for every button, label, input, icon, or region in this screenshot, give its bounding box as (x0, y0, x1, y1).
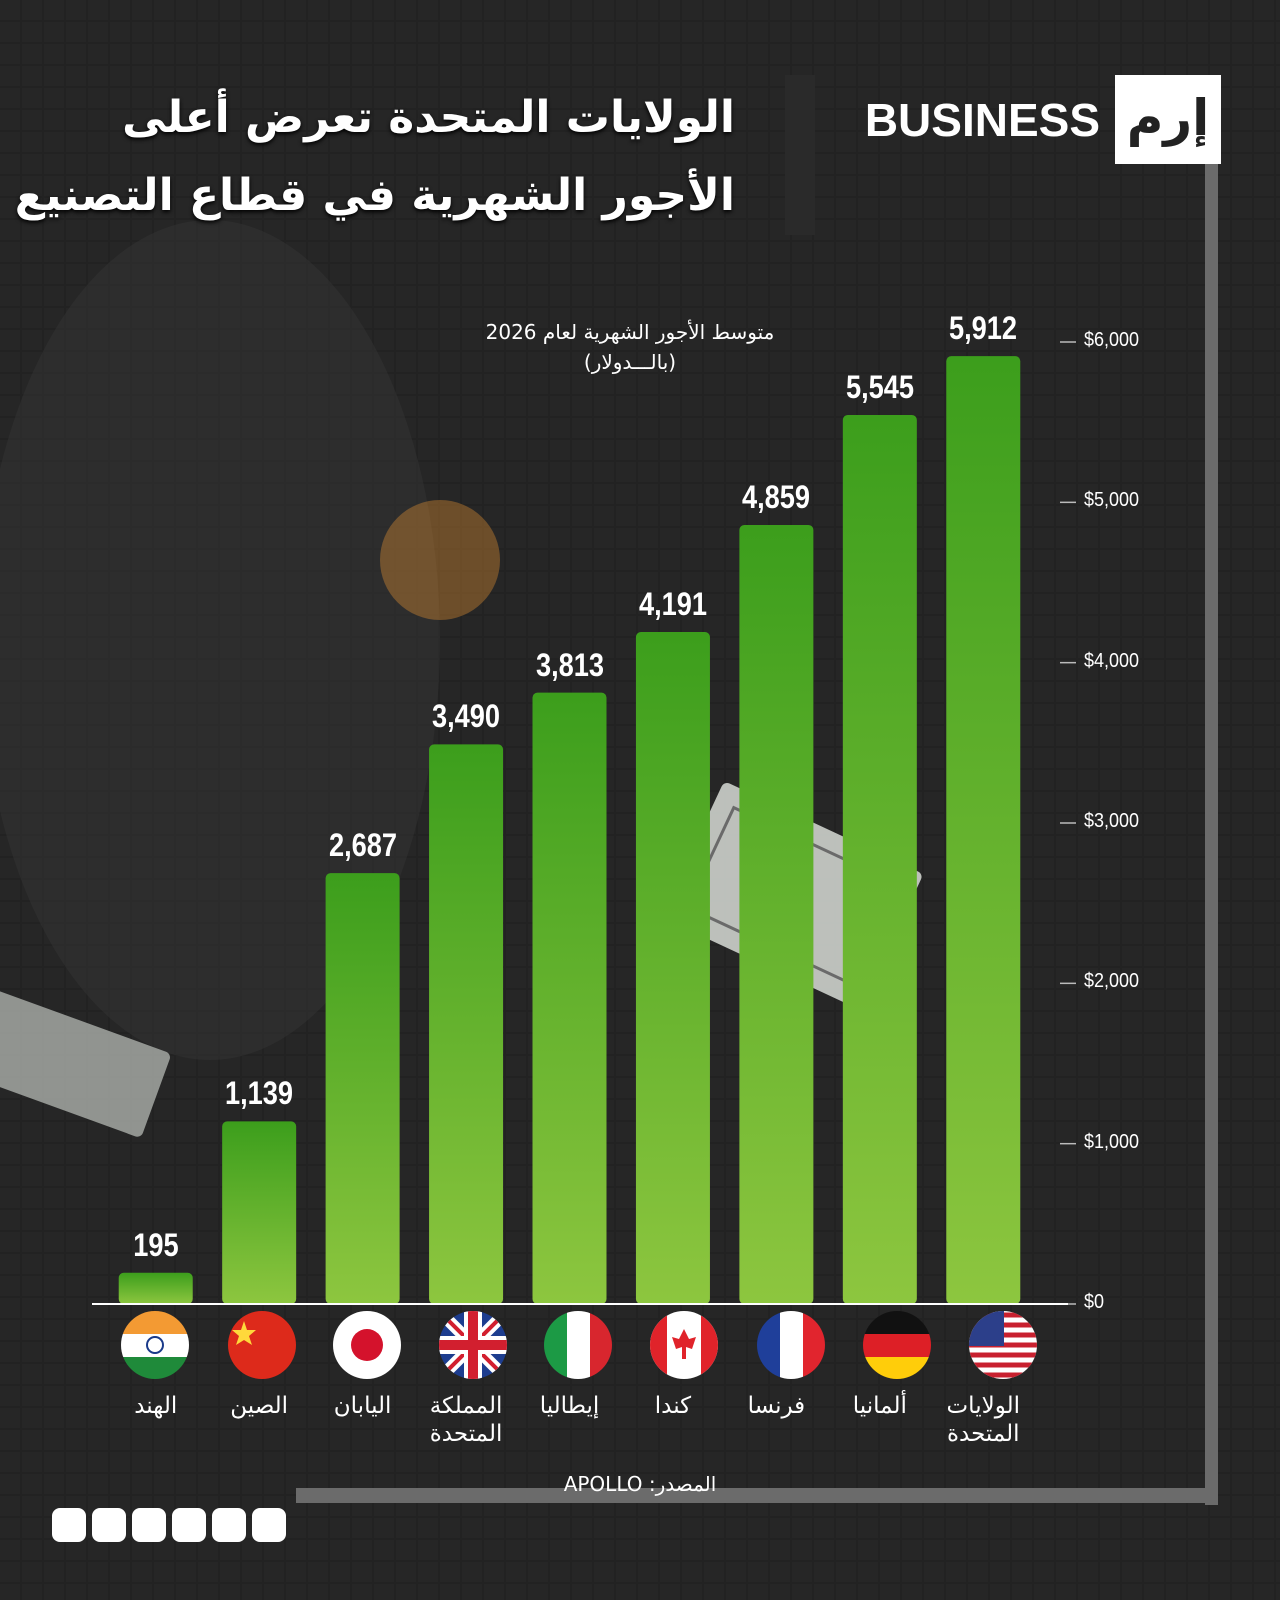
flag-india (121, 1311, 189, 1379)
frame-bar (296, 1488, 1218, 1503)
source: المصدر: APOLLO (563, 1472, 717, 1496)
flag-france (757, 1311, 825, 1379)
value-label: 2,687 (328, 827, 397, 864)
value-label: 5,545 (845, 368, 914, 405)
x-tick-label: المملكة المتحدة (429, 1393, 503, 1447)
bar (635, 632, 710, 1304)
icon-youtube[interactable] (252, 1508, 286, 1542)
icon-x[interactable] (132, 1508, 166, 1542)
x-tick-label: الهند (134, 1393, 178, 1419)
bar (429, 744, 504, 1304)
flag-uk (439, 1311, 507, 1379)
y-tick-label: $2,000 (1084, 970, 1140, 993)
x-tick-label: ألمانيا (852, 1393, 907, 1419)
spark-glow (380, 500, 500, 620)
y-tick-label: $0 (1084, 1291, 1105, 1313)
flags (121, 1311, 1037, 1379)
value-label: 3,490 (432, 698, 501, 735)
y-tick-label: $3,000 (1084, 810, 1140, 832)
flag-germany (863, 1311, 931, 1379)
frame-bar (785, 75, 815, 235)
banknote (0, 987, 170, 1137)
y-tick-label: $6,000 (1084, 329, 1140, 351)
flag-japan (333, 1311, 401, 1379)
frame-bar (1205, 75, 1218, 1505)
social-icons (52, 1508, 286, 1542)
bar (946, 356, 1021, 1304)
y-tick-label: $4,000 (1084, 649, 1140, 672)
worker-photo (0, 220, 440, 1060)
flag-usa (969, 1311, 1037, 1379)
unit-note: (بالـــدولار) (583, 350, 677, 374)
bar (739, 524, 814, 1304)
value-label: 5,912 (949, 310, 1018, 347)
x-tick-label: فرنسا (747, 1393, 806, 1419)
x-tick-label: الولايات المتحدة (946, 1393, 1020, 1447)
x-tick-label: الصين (230, 1393, 289, 1419)
x-tick-label: اليابان (333, 1393, 392, 1419)
value-label: 4,191 (638, 586, 707, 623)
brand-name: BUSINESS (865, 94, 1100, 146)
logo: إرم (1127, 89, 1210, 148)
logo-box (1115, 75, 1221, 164)
flag-italy (544, 1311, 612, 1379)
bar (118, 1272, 193, 1304)
icon-facebook[interactable] (52, 1508, 86, 1542)
icon-instagram[interactable] (92, 1508, 126, 1542)
x-tick-label: كندا (654, 1393, 692, 1419)
y-tick-label: $1,000 (1084, 1130, 1140, 1153)
y-tick-label: $5,000 (1084, 489, 1140, 512)
bar (325, 873, 400, 1304)
title-line: الأجور الشهرية في قطاع التصنيع (14, 170, 735, 221)
flag-china (228, 1311, 296, 1379)
value-label: 195 (133, 1226, 179, 1263)
bar (842, 414, 917, 1304)
value-label: 1,139 (225, 1075, 294, 1112)
bar (222, 1121, 297, 1304)
title-line: الولايات المتحدة تعرض أعلى (122, 92, 735, 143)
value-label: 4,859 (742, 478, 811, 515)
icon-snapchat[interactable] (212, 1508, 246, 1542)
x-tick-label: إيطاليا (539, 1393, 600, 1419)
bar (532, 692, 607, 1304)
flag-canada (650, 1311, 718, 1379)
value-label: 3,813 (535, 646, 604, 683)
icon-tiktok[interactable] (172, 1508, 206, 1542)
subtitle: متوسط الأجور الشهرية لعام 2026 (485, 320, 775, 344)
